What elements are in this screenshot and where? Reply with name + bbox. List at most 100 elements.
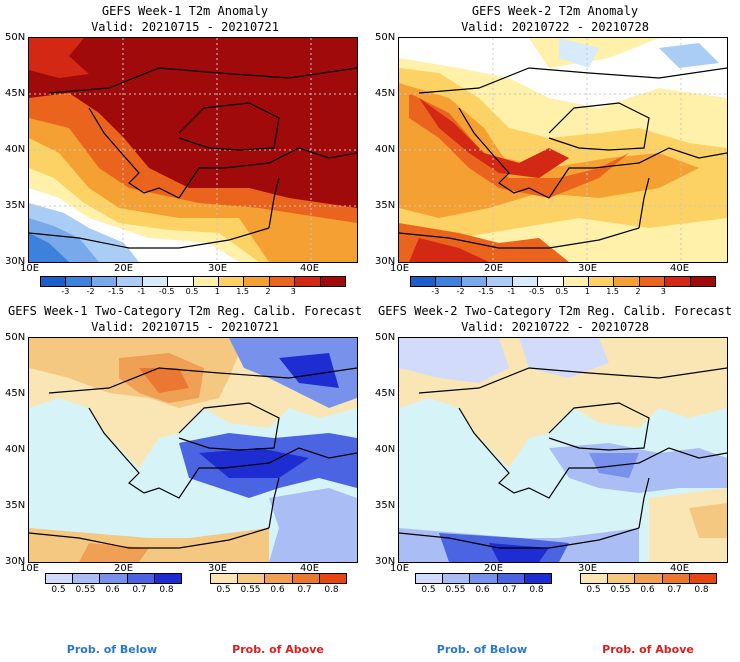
anomaly-colorbar-swatch — [435, 277, 461, 286]
anomaly-map-week2 — [398, 37, 728, 263]
anomaly-tick-label: -1 — [507, 287, 516, 296]
below-tick-label: 0.55 — [445, 585, 466, 595]
anomaly-colorbar-swatch — [319, 277, 346, 286]
lon-label-10e: 10E — [390, 563, 410, 574]
anomaly-colorbar-swatch — [638, 277, 665, 286]
anomaly-colorbar-swatch — [613, 277, 639, 286]
anomaly-colorbar-swatch — [243, 277, 269, 286]
below-tick-label: 0.6 — [475, 585, 490, 595]
above-colorbar-swatch — [291, 574, 319, 583]
lon-label-30e: 30E — [208, 563, 228, 574]
lon-label-20e: 20E — [484, 563, 504, 574]
panel-title: GEFS Week-1 T2m Anomaly — [101, 4, 269, 18]
panel-title: GEFS Week-2 Two-Category T2m Reg. Calib.… — [377, 304, 732, 318]
anomaly-tick-label: -2 — [456, 287, 465, 296]
anomaly-colorbar-swatch — [562, 277, 588, 286]
anomaly-colorbar-swatch — [41, 277, 66, 286]
anomaly-colorbar-labels: -3 -2 -1.5 -1 -0.5 0.5 1 1.5 2 3 — [40, 287, 346, 297]
lon-label-40e: 40E — [670, 263, 690, 274]
panel-valid-dates: Valid: 20210715 - 20210721 — [91, 320, 279, 334]
above-colorbar-labels: 0.5 0.55 0.6 0.7 0.8 — [580, 585, 717, 596]
anomaly-colorbar-swatch — [90, 277, 117, 286]
above-tick-label: 0.8 — [694, 585, 709, 595]
below-colorbar-swatch — [416, 574, 443, 583]
panel-title: GEFS Week-1 Two-Category T2m Reg. Calib.… — [7, 304, 362, 318]
below-colorbar-swatch — [496, 574, 524, 583]
lat-label-30n: 30N — [5, 256, 26, 267]
below-tick-label: 0.7 — [502, 585, 517, 595]
lat-label-35n: 35N — [5, 200, 26, 211]
anomaly-tick-label: 1 — [214, 287, 220, 296]
lat-label-40n: 40N — [5, 144, 26, 155]
below-colorbar-swatch — [469, 574, 497, 583]
below-tick-label: 0.55 — [75, 585, 96, 595]
anomaly-colorbar-swatch — [192, 277, 218, 286]
anomaly-tick-label: 2 — [635, 287, 641, 296]
lat-label-35n: 35N — [375, 500, 396, 511]
below-probability-colorbar — [415, 573, 552, 584]
below-tick-label: 0.5 — [421, 585, 436, 595]
anomaly-colorbar-swatch — [537, 277, 563, 286]
below-probability-colorbar — [45, 573, 182, 584]
lat-label-50n: 50N — [375, 332, 396, 343]
above-tick-label: 0.5 — [586, 585, 601, 595]
footer-below-label-right: Prob. of Below — [436, 643, 528, 656]
above-colorbar-swatch — [318, 574, 347, 583]
lon-label-40e: 40E — [300, 263, 320, 274]
panel-week2-anomaly: GEFS Week-2 T2m Anomaly Valid: 20210722 … — [370, 0, 740, 300]
lat-label-45n: 45N — [375, 88, 396, 99]
anomaly-colorbar-swatch — [217, 277, 244, 286]
anomaly-tick-label: 0.5 — [555, 287, 569, 296]
below-colorbar-swatch — [442, 574, 470, 583]
lon-label-30e: 30E — [208, 263, 228, 274]
lat-label-40n: 40N — [5, 444, 26, 455]
lat-label-35n: 35N — [5, 500, 26, 511]
anomaly-colorbar-labels: -3 -2 -1.5 -1 -0.5 0.5 1 1.5 2 3 — [410, 287, 716, 297]
below-tick-label: 0.6 — [105, 585, 120, 595]
probability-map-week2 — [398, 337, 728, 563]
above-tick-label: 0.7 — [667, 585, 682, 595]
anomaly-map-week1 — [28, 37, 358, 263]
anomaly-colorbar-swatch — [294, 277, 320, 286]
above-colorbar-swatch — [237, 574, 265, 583]
above-probability-colorbar — [210, 573, 347, 584]
above-colorbar-swatch — [264, 574, 292, 583]
above-colorbar-swatch — [211, 574, 238, 583]
lat-label-30n: 30N — [5, 556, 26, 567]
footer-below-label-left: Prob. of Below — [66, 643, 158, 656]
below-colorbar-swatch — [523, 574, 552, 583]
anomaly-colorbar-swatch — [268, 277, 295, 286]
lat-label-30n: 30N — [375, 256, 396, 267]
below-colorbar-swatch — [46, 574, 73, 583]
below-colorbar-swatch — [99, 574, 127, 583]
anomaly-colorbar — [40, 276, 346, 287]
lon-label-10e: 10E — [390, 263, 410, 274]
anomaly-colorbar-swatch — [411, 277, 436, 286]
anomaly-colorbar-swatch — [511, 277, 538, 286]
below-tick-label: 0.7 — [132, 585, 147, 595]
lon-label-30e: 30E — [578, 263, 598, 274]
lat-label-45n: 45N — [5, 388, 26, 399]
anomaly-colorbar-swatch — [167, 277, 193, 286]
below-colorbar-swatch — [153, 574, 182, 583]
below-colorbar-labels: 0.5 0.55 0.6 0.7 0.8 — [415, 585, 552, 596]
anomaly-colorbar-swatch — [65, 277, 91, 286]
lon-label-40e: 40E — [300, 563, 320, 574]
lon-label-20e: 20E — [484, 263, 504, 274]
lat-label-45n: 45N — [5, 88, 26, 99]
anomaly-colorbar-swatch — [689, 277, 716, 286]
lon-label-30e: 30E — [578, 563, 598, 574]
panel-week1-anomaly: GEFS Week-1 T2m Anomaly Valid: 20210715 … — [0, 0, 370, 300]
above-tick-label: 0.5 — [216, 585, 231, 595]
anomaly-tick-label: -1 — [137, 287, 146, 296]
panel-week2-probability: GEFS Week-2 Two-Category T2m Reg. Calib.… — [370, 300, 740, 600]
anomaly-tick-label: -1.5 — [108, 287, 124, 296]
below-tick-label: 0.5 — [51, 585, 66, 595]
lon-label-40e: 40E — [670, 563, 690, 574]
anomaly-colorbar-swatch — [587, 277, 614, 286]
above-colorbar-swatch — [634, 574, 662, 583]
lon-label-20e: 20E — [114, 563, 134, 574]
probability-map-week1 — [28, 337, 358, 563]
below-tick-label: 0.8 — [159, 585, 174, 595]
footer-above-label-right: Prob. of Above — [602, 643, 694, 656]
